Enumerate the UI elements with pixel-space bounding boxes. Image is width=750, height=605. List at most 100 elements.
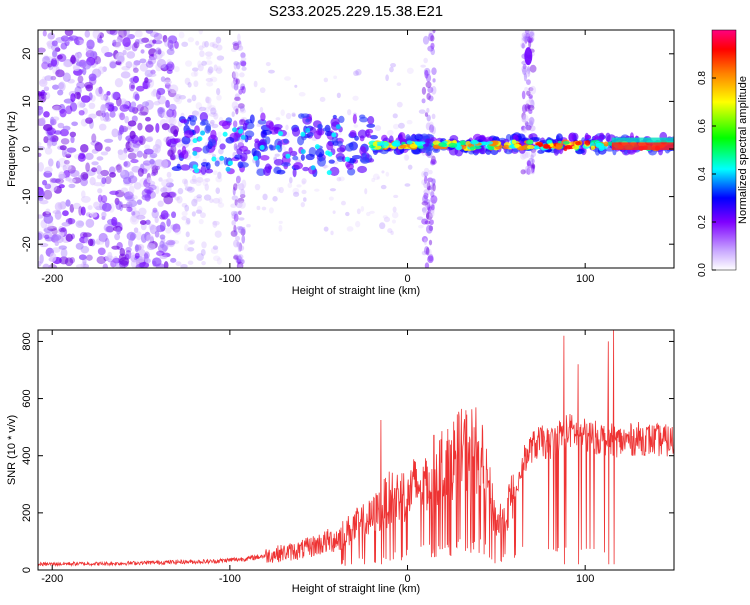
spectrogram-cell <box>123 160 131 168</box>
spectrogram-cell <box>240 56 247 62</box>
spectrogram-cell <box>187 98 192 103</box>
colorbar-tick-label: 0.2 <box>697 215 708 229</box>
spectrogram-cell <box>38 190 45 198</box>
spectrogram-cell <box>114 78 123 88</box>
spectrogram-cell <box>232 127 238 133</box>
spectrogram-cell <box>314 144 320 150</box>
spectrogram-cell <box>72 202 81 210</box>
spectrogram-cell <box>63 159 70 165</box>
spectrogram-cell <box>130 76 139 84</box>
spectrogram-cell <box>187 240 194 245</box>
spectrogram-cell <box>44 183 52 190</box>
spectrogram-cell <box>68 178 77 184</box>
spectrogram-cell <box>144 144 151 149</box>
spectrogram-cell <box>75 263 86 268</box>
spectrogram-cell <box>90 212 98 218</box>
spectrogram-cell <box>526 159 531 167</box>
spectrogram-cell <box>239 152 248 162</box>
spectrogram-cell <box>134 30 143 38</box>
spectrogram-cell <box>69 169 80 178</box>
spectrogram-cell <box>200 130 206 136</box>
spectrogram-cell <box>237 33 241 42</box>
spectrogram-cell <box>237 261 242 268</box>
spectrogram-cell <box>77 100 84 108</box>
spectrogram-cell <box>237 138 244 146</box>
spectrogram-cell <box>97 194 103 203</box>
spectrogram-cell <box>423 167 430 173</box>
spectrogram-cell <box>109 30 118 36</box>
spectrogram-cell <box>44 166 53 174</box>
spectrogram-cell <box>396 101 403 108</box>
spectrogram-cell <box>149 31 159 38</box>
spectrogram-cell <box>43 189 53 200</box>
spectrogram-cell <box>57 89 64 96</box>
spectrogram-cell <box>215 175 223 183</box>
spectrogram-cell <box>98 123 107 131</box>
spectrogram-cell <box>546 140 553 144</box>
spectrogram-cell <box>49 252 57 262</box>
spectrogram-cell <box>292 168 297 178</box>
spectrogram-cell <box>238 128 244 134</box>
spectrogram-cell <box>423 171 429 177</box>
spectrogram-cell <box>233 253 239 260</box>
spectrogram-cell <box>128 206 133 212</box>
spectrogram-cell <box>105 226 114 233</box>
spectrogram-cell <box>231 80 237 89</box>
spectrogram-cell <box>88 73 97 82</box>
spectrogram-cell <box>77 153 86 162</box>
spectrogram-cell <box>374 125 382 132</box>
spectrogram-cell <box>372 173 380 181</box>
spectrogram-cell <box>423 57 428 64</box>
spectrogram-cell <box>133 41 140 49</box>
spectrogram-y-tick-label: -10 <box>21 189 33 205</box>
spectrogram-x-tick-label: 0 <box>404 273 410 285</box>
spectrogram-cell <box>527 68 531 77</box>
spectrogram-cell <box>256 123 262 128</box>
spectrogram-cell <box>240 83 246 89</box>
spectrogram-cell <box>197 136 203 142</box>
spectrogram-cell <box>131 115 138 123</box>
spectrogram-cell <box>428 169 433 175</box>
spectrogram-cell <box>175 93 182 100</box>
spectrogram-cell <box>523 169 528 174</box>
spectrogram-cell <box>329 188 337 192</box>
spectrogram-cell <box>181 41 189 47</box>
spectrogram-cell <box>526 165 534 175</box>
spectrogram-cell <box>109 190 119 195</box>
spectrogram-cell <box>403 154 409 162</box>
spectrogram-cell <box>240 228 246 236</box>
spectrogram-cell <box>153 101 161 106</box>
spectrogram-cell <box>160 76 166 82</box>
spectrogram-cell <box>288 147 293 154</box>
spectrogram-cell <box>120 71 131 79</box>
spectrogram-cell <box>165 99 170 109</box>
spectrogram-cell <box>230 203 237 208</box>
spectrogram-cell <box>231 71 236 79</box>
spectrogram-cell <box>194 125 200 134</box>
spectrogram-cell <box>427 255 434 264</box>
spectrogram-cell <box>259 87 266 94</box>
spectrogram-cell <box>125 61 133 69</box>
spectrogram-cell <box>60 35 69 42</box>
spectrogram-cell <box>528 125 536 132</box>
spectrogram-cell <box>209 42 215 48</box>
spectrogram-cell <box>259 145 265 151</box>
spectrogram-cell <box>139 105 149 116</box>
spectrogram-cell <box>116 163 123 174</box>
spectrogram-cell <box>426 114 431 122</box>
spectrogram-cell <box>331 135 338 143</box>
spectrogram-cell <box>202 178 209 187</box>
spectrogram-cell <box>409 143 417 149</box>
spectrogram-cell <box>396 82 402 87</box>
spectrogram-cell <box>145 30 154 34</box>
snr-y-tick-label: 600 <box>21 389 33 407</box>
spectrogram-cell <box>59 145 67 151</box>
spectrogram-cell <box>70 93 76 103</box>
spectrogram-cell <box>330 230 334 236</box>
spectrogram-y-tick-label: -20 <box>21 236 33 252</box>
spectrogram-cell <box>214 160 220 167</box>
spectrogram-cell <box>185 231 190 238</box>
spectrogram-cell <box>141 194 151 201</box>
spectrogram-cell <box>147 78 155 88</box>
spectrogram-cell <box>392 113 398 119</box>
